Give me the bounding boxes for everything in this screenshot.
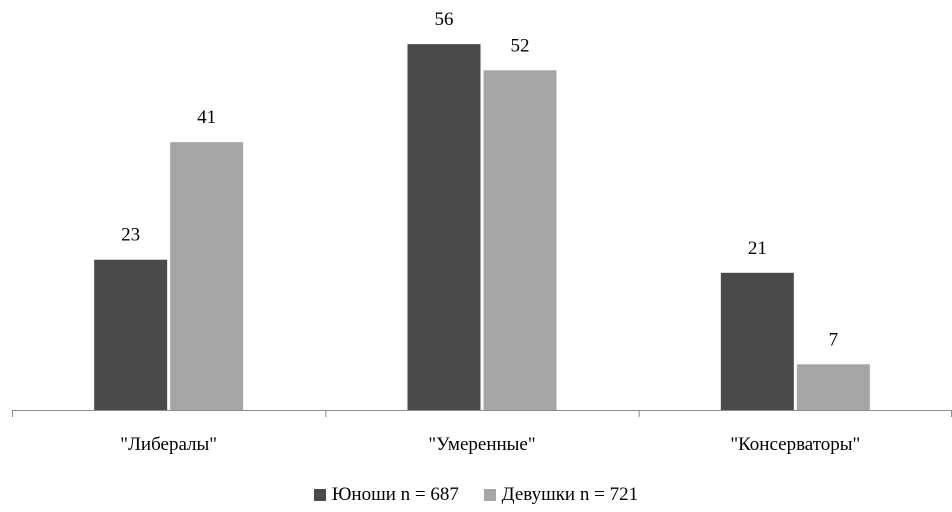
legend-swatch-series-2 — [483, 489, 496, 501]
data-label-2-1: 41 — [197, 107, 216, 128]
category-labels-group: "Либералы" "Умеренные" "Консерваторы" — [120, 434, 860, 455]
legend: Юноши n = 687 Девушки n = 721 — [0, 484, 952, 507]
category-label-1: "Либералы" — [120, 434, 217, 455]
bar-2-2 — [483, 70, 557, 411]
data-label-1-1: 23 — [121, 225, 140, 246]
legend-label-series-2: Девушки n = 721 — [501, 484, 639, 505]
data-labels-group: 23 41 56 52 21 7 — [121, 9, 838, 350]
data-label-2-3: 7 — [829, 329, 839, 350]
category-label-3: "Консерваторы" — [730, 434, 860, 455]
bar-2-3 — [796, 364, 870, 410]
data-label-1-3: 21 — [748, 238, 767, 259]
legend-label-series-1: Юноши n = 687 — [331, 484, 459, 505]
data-label-2-2: 52 — [511, 35, 530, 56]
legend-swatch-series-1 — [313, 489, 326, 501]
bar-chart: 23 41 56 52 21 7 "Либералы" "Умеренные" "Консер… — [12, 9, 952, 455]
bar-1-2 — [407, 44, 481, 411]
legend-item-series-2: Девушки n = 721 — [483, 484, 639, 506]
bars-group — [94, 44, 870, 411]
data-label-1-2: 56 — [435, 9, 454, 30]
legend-item-series-1: Юноши n = 687 — [313, 484, 459, 506]
category-label-2: "Умеренные" — [428, 434, 535, 455]
bar-2-1 — [170, 142, 244, 410]
bar-1-3 — [720, 272, 794, 410]
x-axis — [12, 410, 952, 417]
bar-1-1 — [94, 259, 168, 410]
